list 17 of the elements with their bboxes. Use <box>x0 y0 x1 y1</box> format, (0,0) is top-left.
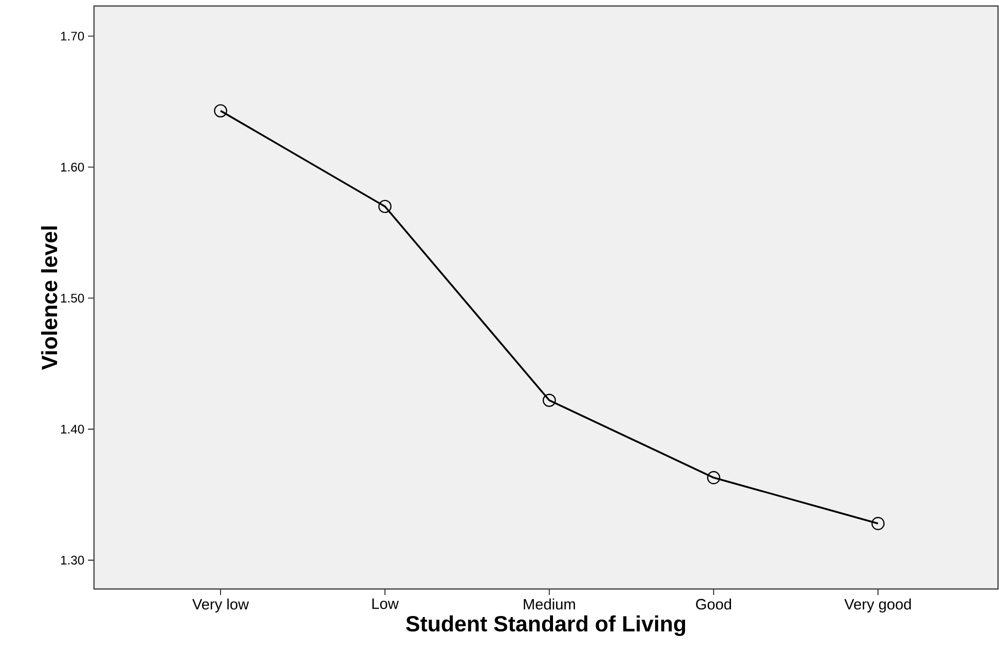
y-axis-title: Violence level <box>41 226 58 370</box>
x-axis-title: Student Standard of Living <box>406 615 686 636</box>
y-tick-label: 1.70 <box>61 32 84 41</box>
point <box>707 471 720 484</box>
y-tick-label: 1.50 <box>61 294 84 303</box>
point <box>214 104 228 118</box>
x-tick-label: Medium <box>524 598 575 610</box>
point <box>871 516 885 530</box>
point <box>542 394 556 407</box>
x-tick-label: Very low <box>192 598 249 613</box>
y-tick-label: 1.30 <box>61 556 84 565</box>
x-tick-label: Very good <box>844 598 911 613</box>
x-tick-label: Low <box>372 598 399 609</box>
point <box>378 200 392 214</box>
y-tick-label: 1.40 <box>61 424 84 434</box>
y-tick-label: 1.60 <box>61 162 84 172</box>
x-tick-label: Good <box>696 598 732 610</box>
